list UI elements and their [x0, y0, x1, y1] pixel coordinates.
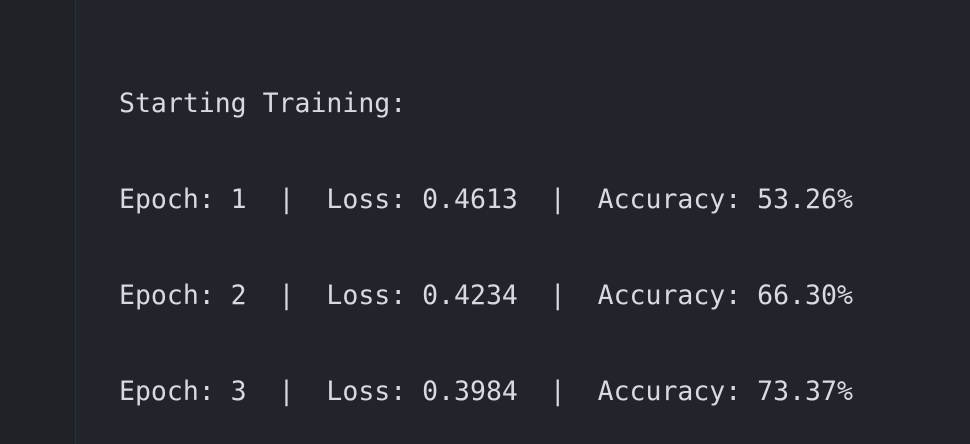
- training-output: Starting Training: Epoch: 1 | Loss: 0.46…: [119, 24, 853, 444]
- editor-gutter: [0, 0, 76, 444]
- epoch-line: Epoch: 1 | Loss: 0.4613 | Accuracy: 53.2…: [119, 184, 853, 215]
- epoch-line: Epoch: 3 | Loss: 0.3984 | Accuracy: 73.3…: [119, 376, 853, 407]
- epoch-line: Epoch: 2 | Loss: 0.4234 | Accuracy: 66.3…: [119, 280, 853, 311]
- output-header: Starting Training:: [119, 88, 407, 119]
